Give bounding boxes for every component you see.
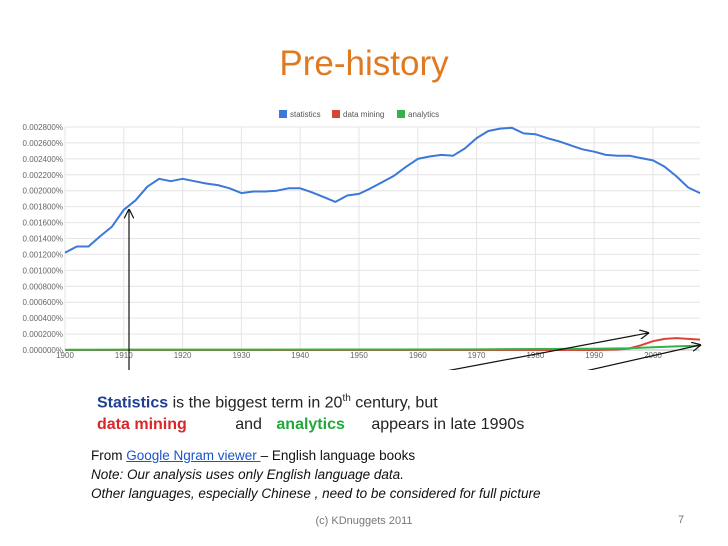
- legend-label-data-mining: data mining: [343, 110, 384, 119]
- x-tick-label: 1940: [291, 351, 309, 360]
- ngram-chart: statistics data mining analytics 0.000000%…: [23, 110, 728, 370]
- x-tick-label: 1990: [585, 351, 603, 360]
- y-tick-label: 0.000400%: [23, 314, 63, 323]
- caption-statistics: Statistics: [97, 394, 169, 412]
- source-note: From Google Ngram viewer – English langu…: [91, 446, 541, 503]
- slide-title: Pre-history: [279, 44, 449, 83]
- note-line-2: Other languages, especially Chinese , ne…: [91, 486, 541, 501]
- y-tick-label: 0.001600%: [23, 219, 63, 228]
- y-tick-label: 0.000600%: [23, 298, 63, 307]
- legend-label-statistics: statistics: [290, 110, 321, 119]
- y-tick-label: 0.001400%: [23, 235, 63, 244]
- y-tick-label: 0.002000%: [23, 187, 63, 196]
- caption-sup: th: [342, 393, 351, 404]
- source-rest: – English language books: [260, 448, 416, 463]
- caption-text-end: century, but: [350, 394, 438, 412]
- footer-copyright: (c) KDnuggets 2011: [315, 515, 413, 527]
- legend-swatch-statistics: [279, 110, 287, 118]
- arrow-data-mining: [448, 333, 648, 370]
- y-tick-label: 0.002400%: [23, 155, 63, 164]
- x-tick-label: 1960: [409, 351, 427, 360]
- y-tick-label: 0.002200%: [23, 171, 63, 180]
- y-tick-label: 0.002600%: [23, 139, 63, 148]
- annotation-arrows: [129, 210, 700, 370]
- chart-series: [64, 126, 701, 351]
- page-number: 7: [678, 514, 685, 526]
- arrow-analytics: [587, 345, 700, 370]
- x-axis: 1900 1910 1920 1930 1940 1950 1960 1970 1980 1990…: [56, 351, 662, 360]
- x-tick-label: 1910: [115, 351, 133, 360]
- y-tick-label: 0.002800%: [23, 123, 63, 132]
- ngram-viewer-link[interactable]: Google Ngram viewer: [126, 448, 261, 463]
- caption-appears: appears in late 1990s: [371, 416, 525, 434]
- x-tick-label: 1950: [350, 351, 368, 360]
- x-tick-label: 1900: [56, 351, 74, 360]
- series-line-data-mining: [65, 337, 701, 351]
- y-tick-label: 0.000200%: [23, 330, 63, 339]
- chart-grid: [64, 126, 700, 351]
- caption-text: is the biggest term in 20: [168, 394, 343, 412]
- y-tick-label: 0.001200%: [23, 250, 63, 259]
- caption-line-1: Statistics is the biggest term in 20th c…: [97, 388, 524, 414]
- source-from: From: [91, 448, 127, 463]
- source-line: From Google Ngram viewer – English langu…: [91, 446, 541, 465]
- series-line-analytics: [64, 344, 701, 351]
- x-tick-label: 1980: [526, 351, 544, 360]
- caption-analytics: analytics: [276, 416, 345, 434]
- caption-data-mining: data mining: [97, 416, 187, 434]
- caption-and: and: [235, 416, 262, 434]
- note-line-1: Note: Our analysis uses only English lan…: [91, 467, 404, 482]
- series-line-statistics: [64, 126, 701, 254]
- x-tick-label: 1920: [174, 351, 192, 360]
- y-tick-label: 0.001000%: [23, 266, 63, 275]
- caption: Statistics is the biggest term in 20th c…: [97, 388, 524, 436]
- legend-swatch-data-mining: [332, 110, 340, 118]
- legend-label-analytics: analytics: [408, 110, 439, 119]
- legend-swatch-analytics: [397, 110, 405, 118]
- y-tick-label: 0.001800%: [23, 203, 63, 212]
- x-tick-label: 1970: [468, 351, 486, 360]
- y-tick-label: 0.000000%: [23, 346, 63, 355]
- y-axis: 0.000000% 0.000200% 0.000400% 0.000600% 0.00…: [23, 123, 63, 355]
- caption-line-2: data mining and analytics appears in lat…: [97, 414, 524, 436]
- y-tick-label: 0.000800%: [23, 282, 63, 291]
- chart-legend: statistics data mining analytics: [279, 110, 439, 119]
- x-tick-label: 1930: [232, 351, 250, 360]
